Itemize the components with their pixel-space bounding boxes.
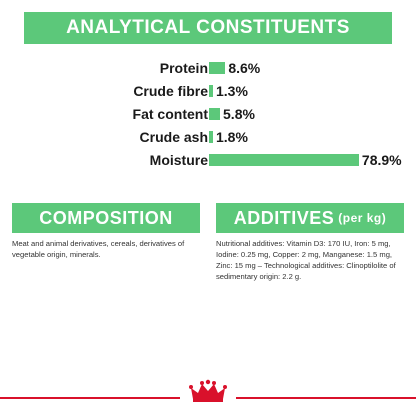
constituent-bar (209, 131, 213, 143)
constituent-bar (209, 108, 221, 120)
additives-heading: ADDITIVES (233, 207, 335, 228)
analytical-constituents-title: ANALYTICAL CONSTITUENTS (66, 17, 350, 38)
constituent-label: Protein (159, 60, 208, 76)
constituent-value: 1.8% (216, 129, 248, 145)
constituent-bar (209, 154, 359, 166)
constituent-label: Fat content (132, 106, 208, 122)
footer-line-right (236, 397, 416, 399)
additives-banner: ADDITIVES (per kg) (216, 203, 404, 233)
constituent-bar (209, 62, 226, 74)
crown-logo-icon (189, 379, 227, 402)
constituent-label: Crude fibre (133, 83, 208, 99)
additives-text: Nutritional additives: Vitamin D3: 170 I… (216, 239, 396, 281)
composition-heading: COMPOSITION (39, 207, 173, 228)
constituent-label: Moisture (149, 152, 208, 168)
constituent-row: Protein 8.6% (0, 58, 416, 78)
analytical-constituents-banner: ANALYTICAL CONSTITUENTS (24, 12, 392, 44)
composition-text: Meat and animal derivatives, cereals, de… (12, 239, 185, 259)
constituent-row: Crude ash 1.8% (0, 127, 416, 147)
constituent-row: Fat content 5.8% (0, 104, 416, 124)
constituent-row: Moisture 78.9% (0, 150, 416, 170)
constituent-row: Crude fibre 1.3% (0, 81, 416, 101)
constituent-value: 78.9% (361, 152, 402, 168)
footer-line-left (0, 397, 180, 399)
constituent-value: 8.6% (228, 60, 261, 76)
constituent-value: 5.8% (223, 106, 255, 122)
composition-banner: COMPOSITION (12, 203, 200, 233)
constituent-label: Crude ash (139, 129, 208, 145)
constituent-value: 1.3% (216, 83, 248, 99)
additives-unit: (per kg) (338, 211, 387, 225)
constituent-bar (209, 85, 213, 97)
